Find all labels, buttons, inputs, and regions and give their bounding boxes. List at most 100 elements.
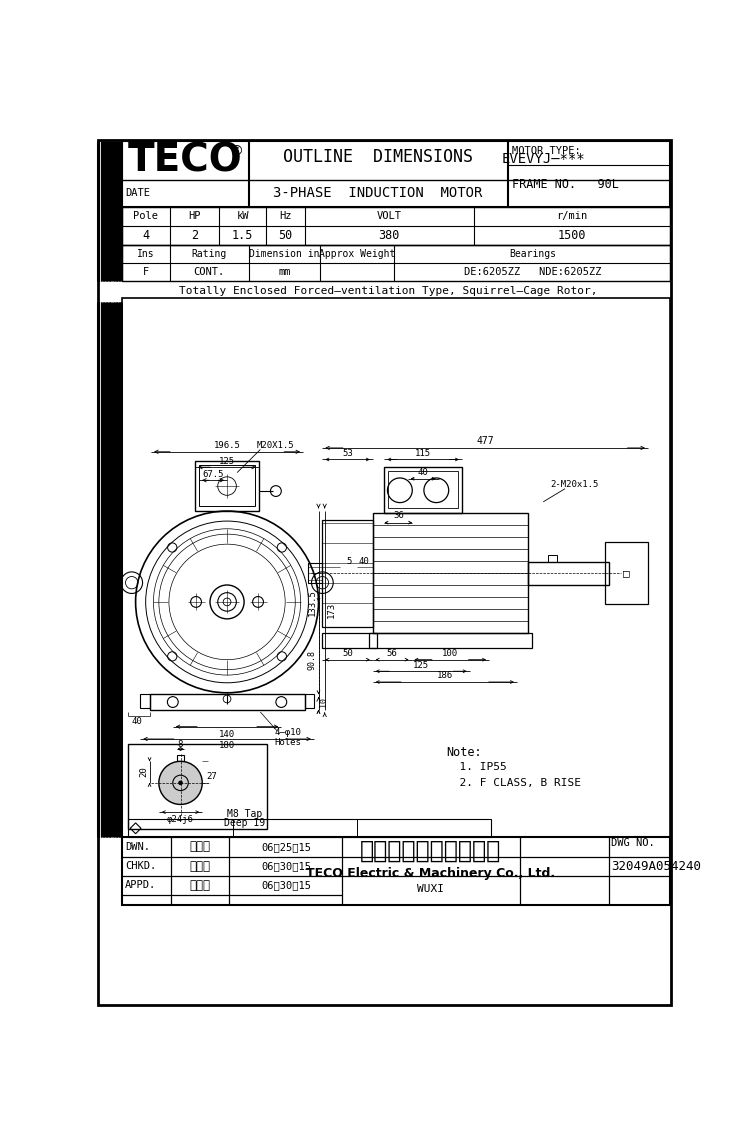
Text: 1500: 1500 xyxy=(558,229,586,242)
Text: 100: 100 xyxy=(442,649,458,658)
Text: 40: 40 xyxy=(131,717,142,726)
Bar xyxy=(384,467,462,514)
Bar xyxy=(369,633,532,649)
Text: 90.8: 90.8 xyxy=(308,650,316,670)
Bar xyxy=(548,556,557,561)
Text: ©: © xyxy=(229,144,242,159)
Text: 180: 180 xyxy=(219,742,235,751)
Text: 2. F CLASS, B RISE: 2. F CLASS, B RISE xyxy=(446,778,581,788)
Text: MOTOR TYPE:: MOTOR TYPE: xyxy=(512,146,581,156)
Bar xyxy=(128,744,267,829)
Text: 50: 50 xyxy=(342,649,353,658)
Text: Pole: Pole xyxy=(134,211,158,221)
Text: Note:: Note: xyxy=(446,745,482,759)
Text: DATE: DATE xyxy=(124,188,150,198)
Bar xyxy=(140,694,149,709)
Text: 東元電機股份有限公司: 東元電機股份有限公司 xyxy=(360,839,502,863)
Text: M8 Tap: M8 Tap xyxy=(227,809,262,819)
Text: 115: 115 xyxy=(415,449,431,458)
Text: 140: 140 xyxy=(219,730,235,739)
Text: F: F xyxy=(142,266,148,277)
Bar xyxy=(304,694,313,709)
Circle shape xyxy=(178,780,183,785)
Text: CHKD.: CHKD. xyxy=(124,861,156,871)
Text: Dimension in: Dimension in xyxy=(249,248,320,259)
Text: 郭耀良: 郭耀良 xyxy=(190,879,211,891)
Text: 季衰媛: 季衰媛 xyxy=(190,840,211,853)
Text: 4: 4 xyxy=(142,229,149,242)
Text: HP: HP xyxy=(188,211,201,221)
Bar xyxy=(605,542,648,603)
Text: 173: 173 xyxy=(327,602,336,618)
Text: TECO Electric & Machinery Co., Ltd.: TECO Electric & Machinery Co., Ltd. xyxy=(306,868,556,880)
Text: Rating: Rating xyxy=(191,248,226,259)
Text: 56: 56 xyxy=(387,649,398,658)
Text: 36: 36 xyxy=(393,511,404,521)
Bar xyxy=(322,633,376,649)
Text: 50: 50 xyxy=(278,229,292,242)
Text: r/min: r/min xyxy=(556,211,587,221)
Bar xyxy=(322,519,373,627)
Text: CONT.: CONT. xyxy=(194,266,225,277)
Text: 133.5: 133.5 xyxy=(308,590,316,616)
Text: FRAME NO.   90L: FRAME NO. 90L xyxy=(512,178,619,192)
Text: OUTLINE  DIMENSIONS: OUTLINE DIMENSIONS xyxy=(284,147,473,166)
Bar xyxy=(388,471,458,508)
Text: φ24j6: φ24j6 xyxy=(167,815,194,824)
Bar xyxy=(308,564,322,583)
Text: WUXI: WUXI xyxy=(417,885,444,894)
Bar xyxy=(528,561,609,585)
Text: Approx Weight: Approx Weight xyxy=(319,248,395,259)
Bar xyxy=(373,514,528,633)
Text: 196.5: 196.5 xyxy=(214,441,241,450)
Text: DWG NO.: DWG NO. xyxy=(611,838,656,848)
Text: 67.5: 67.5 xyxy=(202,469,223,479)
Text: 薄敦高: 薄敦高 xyxy=(190,860,211,872)
Bar xyxy=(195,462,259,511)
Text: 40: 40 xyxy=(358,557,369,566)
Text: kW: kW xyxy=(236,211,249,221)
Text: DE:6205ZZ   NDE:6205ZZ: DE:6205ZZ NDE:6205ZZ xyxy=(464,266,602,277)
Bar xyxy=(200,465,255,506)
Text: 06‥30‥15: 06‥30‥15 xyxy=(261,880,311,890)
Text: EVEVYJ—***: EVEVYJ—*** xyxy=(501,152,585,167)
Polygon shape xyxy=(159,761,203,804)
Text: TECO: TECO xyxy=(128,142,242,179)
Text: Deep 19: Deep 19 xyxy=(224,818,266,828)
Text: VOLT: VOLT xyxy=(376,211,401,221)
Text: 27: 27 xyxy=(206,772,217,781)
Bar xyxy=(122,837,670,905)
Text: M20X1.5: M20X1.5 xyxy=(257,441,295,450)
Text: 53: 53 xyxy=(342,449,353,458)
Text: 06‥30‥15: 06‥30‥15 xyxy=(261,861,311,871)
Text: □: □ xyxy=(623,568,630,578)
Text: 8: 8 xyxy=(178,739,183,748)
Text: 2: 2 xyxy=(191,229,198,242)
Text: 5: 5 xyxy=(346,557,352,566)
Text: 06‥25‥15: 06‥25‥15 xyxy=(261,841,311,852)
Text: DWN.: DWN. xyxy=(124,841,150,852)
Text: Holes: Holes xyxy=(274,737,301,746)
Text: Hz: Hz xyxy=(279,211,292,221)
Text: Ins: Ins xyxy=(136,248,154,259)
Bar xyxy=(122,206,670,245)
Bar xyxy=(122,245,670,281)
Text: 125: 125 xyxy=(413,661,429,669)
Text: 125: 125 xyxy=(219,457,235,466)
Text: 1. IP55: 1. IP55 xyxy=(446,762,507,772)
Bar xyxy=(122,142,670,206)
Text: 20: 20 xyxy=(139,767,148,778)
Text: 40: 40 xyxy=(418,468,428,477)
Text: 3-PHASE  INDUCTION  MOTOR: 3-PHASE INDUCTION MOTOR xyxy=(274,186,483,200)
Text: 4—φ10: 4—φ10 xyxy=(274,728,301,737)
Text: 10: 10 xyxy=(319,697,328,706)
Text: 186: 186 xyxy=(436,671,453,680)
Text: SH411500999: SH411500999 xyxy=(106,549,115,609)
Bar xyxy=(149,694,304,710)
Text: Bearings: Bearings xyxy=(509,248,556,259)
Text: APPD.: APPD. xyxy=(124,880,156,890)
Bar xyxy=(178,755,184,761)
Text: 2-M20x1.5: 2-M20x1.5 xyxy=(550,480,598,489)
Text: 477: 477 xyxy=(476,435,494,446)
Text: Totally Enclosed Forced—ventilation Type, Squirrel—Cage Rotor,: Totally Enclosed Forced—ventilation Type… xyxy=(179,286,598,296)
